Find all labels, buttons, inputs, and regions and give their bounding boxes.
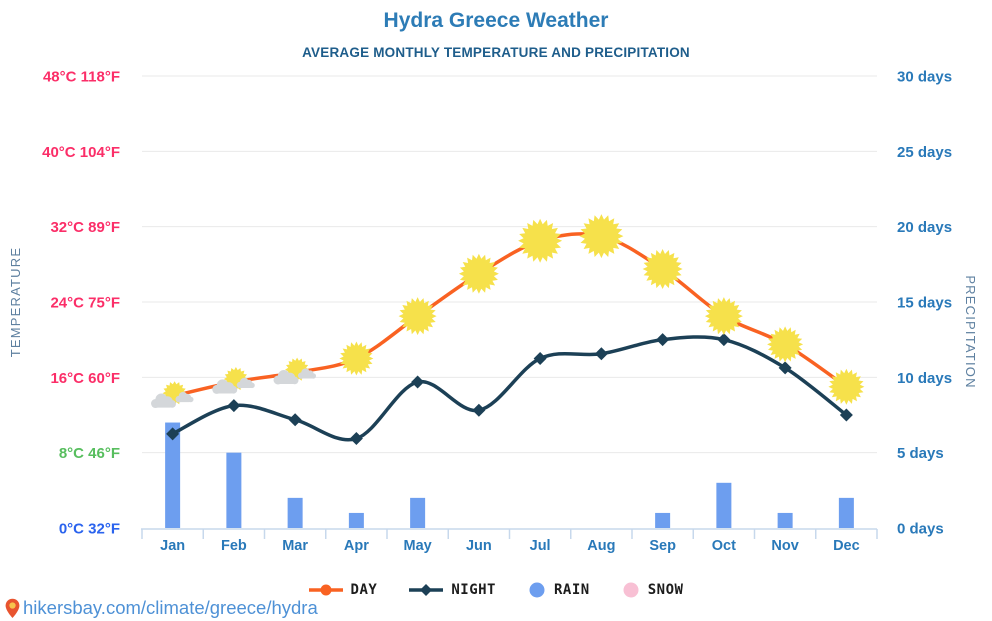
cloud-base (300, 374, 314, 379)
sun-cloud-icon-jan (151, 381, 194, 409)
source-link[interactable]: hikersbay.com/climate/greece/hydra (5, 597, 318, 619)
sun-cloud-icon-feb (212, 367, 255, 394)
location-pin-icon (5, 598, 20, 618)
sun-icon-sep (642, 249, 683, 289)
legend-label: RAIN (554, 582, 590, 598)
night-marker-jul (533, 352, 547, 365)
month-label-dec: Dec (833, 538, 860, 554)
temperature-axis-title: TEMPERATURE (8, 247, 23, 357)
sun-icon-jun (458, 253, 499, 294)
rain-bar-oct (716, 482, 732, 528)
precip-axis-label: 5 days (897, 445, 944, 462)
day-line (172, 232, 848, 398)
cloud-base (277, 379, 296, 385)
month-label-aug: Aug (587, 538, 615, 554)
legend-marker-day-icon (308, 584, 343, 596)
month-label-may: May (404, 538, 432, 554)
month-label-oct: Oct (712, 538, 736, 554)
night-marker-oct (717, 333, 731, 347)
temp-axis-label: 8°C 46°F (59, 445, 120, 462)
month-label-feb: Feb (221, 538, 247, 554)
night-marker-feb (227, 399, 241, 413)
rain-bar-jan (165, 422, 181, 528)
legend-circle (529, 582, 545, 598)
cloud-base (239, 384, 253, 388)
precip-axis-label: 30 days (897, 69, 952, 86)
legend-label: SNOW (647, 582, 684, 598)
precip-axis-label: 0 days (897, 521, 944, 538)
cloud-base (155, 402, 173, 408)
sun-icon-may (398, 297, 437, 336)
precip-axis-label: 25 days (897, 144, 952, 161)
month-label-sep: Sep (649, 538, 676, 554)
sun-icon-aug (579, 214, 624, 259)
precip-axis-label: 15 days (897, 295, 952, 312)
legend-marker-snow-icon (623, 582, 639, 598)
month-label-jan: Jan (160, 538, 185, 554)
rain-bar-mar (287, 497, 303, 528)
legend-label: NIGHT (451, 582, 496, 598)
night-marker-jan (166, 427, 180, 441)
legend-diamond (420, 584, 433, 596)
legend-item-rain: RAIN (528, 582, 590, 598)
rain-bar-dec (838, 497, 854, 528)
sun-cloud-icon-mar (273, 357, 317, 385)
month-label-nov: Nov (771, 538, 798, 554)
rain-bar-may (410, 497, 426, 528)
legend-label: DAY (350, 582, 378, 598)
night-marker-mar (288, 413, 302, 427)
temp-axis-label: 40°C 104°F (42, 144, 120, 161)
temp-axis-label: 24°C 75°F (50, 295, 120, 312)
temp-axis-label: 0°C 32°F (59, 521, 120, 538)
night-marker-sep (656, 333, 670, 347)
month-label-apr: Apr (344, 538, 369, 554)
sun-icon-jul (518, 218, 563, 263)
sun-icon-nov (767, 326, 804, 363)
month-label-mar: Mar (282, 538, 308, 554)
precip-axis-label: 10 days (897, 370, 952, 387)
night-marker-may (411, 375, 425, 389)
rain-bar-sep (655, 512, 671, 528)
night-marker-aug (594, 347, 608, 361)
night-line (171, 335, 848, 442)
legend-dot (320, 584, 332, 596)
weather-chart: TEMPERATURE PRECIPITATION 48°C 118°F 30 d… (8, 69, 978, 555)
cloud-base (178, 398, 192, 403)
sun-icon-oct (704, 297, 743, 336)
cloud-base (216, 388, 234, 394)
sun-icon-apr (339, 341, 374, 376)
legend-circle (623, 582, 639, 598)
rain-bar-feb (226, 452, 242, 528)
source-url: hikersbay.com/climate/greece/hydra (23, 597, 318, 618)
page-subtitle: AVERAGE MONTHLY TEMPERATURE AND PRECIPIT… (302, 45, 690, 60)
chart-legend: DAY NIGHT RAIN SNOW (0, 578, 992, 602)
night-marker-jun (472, 403, 486, 417)
temp-axis-label: 48°C 118°F (43, 69, 120, 86)
page-title: Hydra Greece Weather (383, 9, 609, 32)
legend-item-day: DAY (308, 582, 378, 598)
temp-axis-label: 32°C 89°F (50, 219, 120, 236)
legend-marker-night-icon (409, 584, 444, 596)
temp-axis-label: 16°C 60°F (50, 370, 120, 387)
precipitation-axis-title: PRECIPITATION (963, 275, 978, 388)
legend-item-night: NIGHT (409, 582, 496, 598)
night-marker-apr (349, 432, 363, 446)
month-label-jul: Jul (530, 538, 551, 554)
rain-bar-apr (348, 512, 364, 528)
month-label-jun: Jun (466, 538, 492, 554)
night-marker-dec (839, 408, 853, 422)
legend-marker-rain-icon (529, 582, 545, 598)
sun-icon-dec (828, 368, 865, 405)
night-marker-nov (778, 361, 792, 375)
rain-bar-nov (777, 512, 793, 528)
legend-item-snow: SNOW (622, 582, 684, 598)
precip-axis-label: 20 days (897, 219, 952, 236)
